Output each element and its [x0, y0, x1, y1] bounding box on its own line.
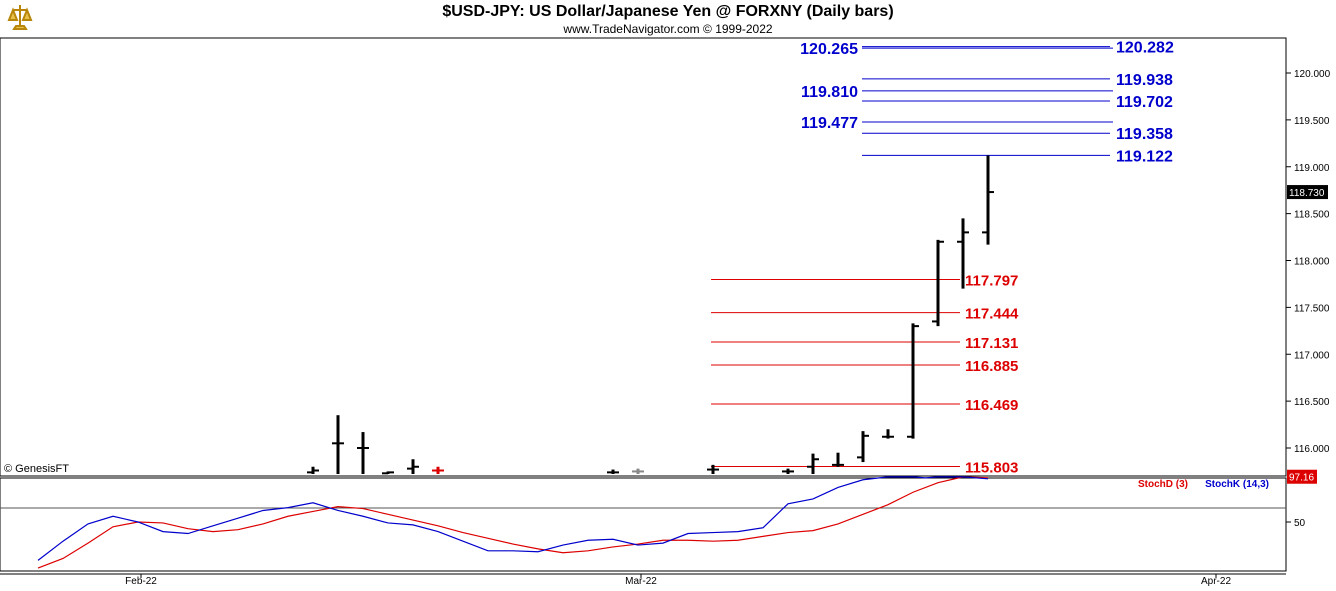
price-axis-label: 119.000 — [1294, 163, 1330, 174]
date-axis-label: Mar-22 — [625, 576, 657, 587]
chart-subtitle: www.TradeNavigator.com © 1999-2022 — [563, 22, 773, 36]
last-price-label: 118.730 — [1289, 188, 1325, 199]
date-axis-label: Apr-22 — [1201, 576, 1231, 587]
price-axis-label: 118.000 — [1294, 257, 1330, 268]
stoch-last-value-label: 97.16 — [1289, 473, 1314, 484]
price-axis-label: 120.000 — [1294, 69, 1331, 80]
date-axis-label: Feb-22 — [125, 576, 157, 587]
stoch-last-value-tag — [1287, 469, 1317, 484]
stoch-d-line — [37, 476, 989, 569]
price-axis-label: 116.500 — [1294, 397, 1330, 408]
support-level-label: 117.797 — [965, 273, 1018, 290]
genesis-watermark: © GenesisFT — [4, 463, 69, 475]
stoch-d-legend: StochD (3) — [1138, 479, 1188, 490]
stoch-axis-label: 50 — [1294, 518, 1306, 529]
support-level-label: 116.469 — [965, 397, 1018, 414]
resistance-level-label: 119.702 — [1116, 94, 1173, 111]
resistance-level-label: 119.938 — [1116, 72, 1173, 89]
last-price-tag — [1287, 185, 1328, 200]
price-axis-label: 117.000 — [1294, 350, 1330, 361]
price-bars — [307, 155, 994, 475]
price-axis: 116.000 116.500 117.000 117.500 118.000 118.5… — [1286, 69, 1331, 455]
price-axis-label: 118.500 — [1294, 210, 1330, 221]
resistance-level-label: 119.122 — [1116, 148, 1173, 165]
resistance-level-label: 119.810 — [801, 84, 858, 101]
stochastic-lines: StochD (3) StochK (14,3) 50 97.16 — [37, 469, 1317, 569]
chart-title: $USD-JPY: US Dollar/Japanese Yen @ FORXN… — [442, 3, 894, 20]
support-level-label: 116.885 — [965, 358, 1018, 375]
trade-navigator-logo-icon — [4, 2, 36, 34]
chart-header: $USD-JPY: US Dollar/Japanese Yen @ FORXN… — [0, 0, 1336, 38]
stochastic-panel-frame — [0, 477, 1287, 572]
resistance-level-label: 120.282 — [1116, 40, 1174, 57]
stoch-k-line — [37, 476, 989, 561]
price-axis-label: 116.000 — [1294, 444, 1330, 455]
resistance-level-label: 120.265 — [800, 41, 858, 58]
resistance-level-label: 119.358 — [1116, 126, 1173, 143]
price-axis-label: 119.500 — [1294, 116, 1330, 127]
support-level-label: 117.131 — [965, 335, 1018, 352]
stoch-k-legend: StochK (14,3) — [1205, 479, 1269, 490]
main-panel-frame — [0, 37, 1287, 477]
support-level-label: 115.803 — [965, 459, 1018, 476]
price-axis-label: 117.500 — [1294, 303, 1330, 314]
support-level-label: 117.444 — [965, 306, 1019, 323]
date-axis: Feb-22 Mar-22 Apr-22 — [125, 574, 1231, 587]
resistance-level-label: 119.477 — [801, 115, 858, 132]
price-levels: 120.282 120.265 119.938 119.810 119.702 119.4… — [711, 40, 1174, 476]
